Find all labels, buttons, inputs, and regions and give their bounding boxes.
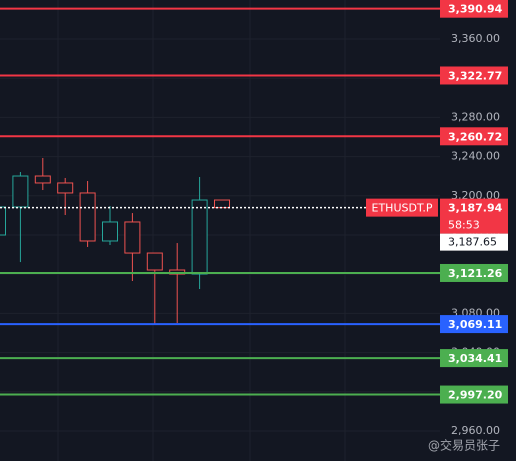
price-lines: 3,390.94 3,322.77 3,260.72 3,121.26 3,069.11…	[0, 0, 508, 404]
candle-body	[124, 221, 141, 254]
mark-price-box	[440, 233, 508, 251]
price-label: 3,121.26	[448, 267, 503, 280]
symbol-box	[366, 198, 438, 217]
price-label-box	[440, 349, 508, 368]
candle-body	[34, 175, 51, 184]
price-label-box	[440, 66, 508, 85]
symbol-label: ETHUSDT.P	[372, 202, 433, 215]
candle-body	[146, 252, 163, 271]
price-label-box	[440, 127, 508, 146]
candle-body	[12, 175, 29, 208]
candles	[0, 157, 230, 325]
candle-body	[102, 221, 118, 242]
y-tick-label: 3,200.00	[451, 189, 500, 202]
price-label-box	[440, 263, 508, 282]
vertical-grid	[57, 0, 346, 461]
watermark: @交易员张子	[428, 438, 500, 453]
price-label: 3,390.94	[448, 3, 503, 16]
y-tick-label: 3,360.00	[451, 32, 500, 45]
price-label-box	[440, 0, 508, 18]
candle-body	[214, 199, 230, 209]
price-label-box	[440, 315, 508, 334]
price-label: 3,034.41	[448, 352, 502, 365]
candle-body	[0, 206, 6, 236]
candle-body	[191, 199, 208, 275]
candle-body	[79, 192, 96, 242]
price-label: 3,260.72	[448, 130, 502, 143]
current-price-label: 3,187.94	[448, 202, 503, 215]
price-label: 3,069.11	[448, 318, 502, 331]
grid	[0, 38, 440, 432]
price-label-box	[440, 385, 508, 404]
mark-price-label: 3,187.65	[448, 236, 497, 249]
candle-body	[57, 182, 74, 194]
price-label: 3,322.77	[448, 69, 502, 82]
current-price-box	[440, 198, 508, 234]
countdown-label: 58:53	[448, 219, 480, 232]
y-tick-label: 2,960.00	[451, 424, 500, 437]
y-tick-label: 3,240.00	[451, 150, 500, 163]
price-label: 2,997.20	[448, 389, 503, 402]
y-tick-label: 3,280.00	[451, 110, 500, 123]
